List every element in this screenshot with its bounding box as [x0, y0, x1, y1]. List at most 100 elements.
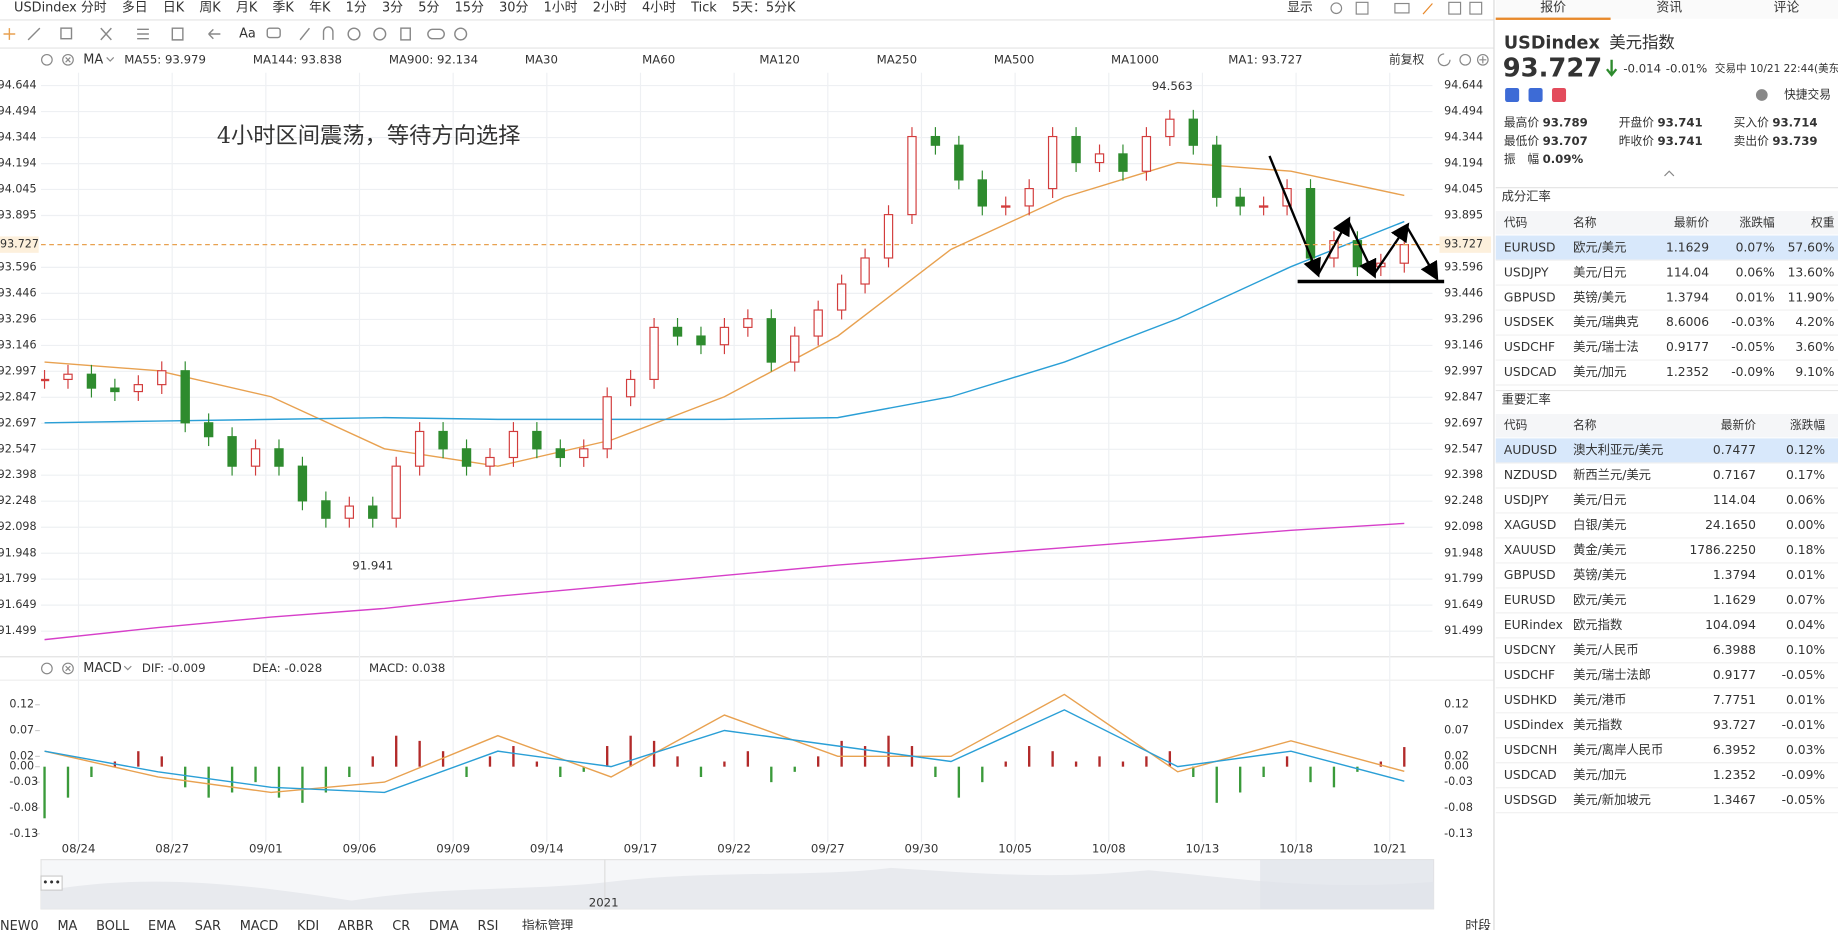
table-header-cell: 最新价 [1674, 215, 1709, 229]
table-cell[interactable]: USDCHF [1504, 340, 1555, 354]
indicator-tab[interactable]: MACD [240, 919, 279, 930]
table-cell[interactable]: 白银/美元 [1573, 517, 1626, 532]
period-button[interactable]: Tick [690, 1, 717, 16]
table-cell[interactable]: USDJPY [1504, 265, 1549, 279]
indicator-name[interactable]: MACD [83, 661, 122, 676]
table-cell: -0.05% [1731, 340, 1775, 354]
table-cell[interactable]: 美元/新加坡元 [1573, 792, 1651, 807]
stat-value: 93.741 [1657, 134, 1702, 148]
session-button[interactable]: 时段 [1465, 919, 1491, 930]
period-button[interactable]: 日K [163, 1, 185, 16]
macd-bar [1028, 746, 1031, 767]
period-button[interactable]: 多日 [122, 1, 148, 16]
indicator-tab[interactable]: SAR [195, 919, 221, 930]
period-button[interactable]: 30分 [499, 1, 528, 16]
table-cell[interactable]: 美元/离岸人民币 [1573, 742, 1663, 757]
indicator-tab[interactable]: NEW0 [0, 919, 39, 930]
table-cell[interactable]: USDSGD [1504, 793, 1557, 807]
candle [344, 505, 355, 519]
table-cell: -0.05% [1782, 793, 1826, 807]
table-cell[interactable]: 美元/日元 [1573, 265, 1626, 279]
indicator-tab[interactable]: RSI [478, 919, 499, 930]
table-cell[interactable]: NZDUSD [1504, 468, 1557, 482]
symbol-tab[interactable]: USDindex [14, 1, 77, 16]
indicator-tab[interactable]: DMA [429, 919, 459, 930]
table-cell[interactable]: 美元/瑞士法郎 [1573, 668, 1651, 682]
table-cell[interactable]: USDCAD [1504, 365, 1557, 379]
indicator-manage[interactable]: 指标管理 [522, 919, 574, 930]
table-cell[interactable]: USDCHF [1504, 668, 1555, 682]
table-cell[interactable]: USDindex [1504, 718, 1564, 732]
drawing-tools[interactable] [3, 26, 468, 41]
indicator-tab[interactable]: KDJ [297, 919, 319, 930]
navigator[interactable]: ••• [40, 859, 1435, 910]
panel-tab[interactable]: 资讯 [1656, 1, 1682, 16]
table-cell[interactable]: GBPUSD [1504, 290, 1556, 304]
table-cell[interactable]: 英镑/美元 [1573, 567, 1626, 582]
table-cell[interactable]: XAGUSD [1504, 518, 1556, 532]
indicator-tab[interactable]: ARBR [338, 919, 374, 930]
period-button[interactable]: 月K [236, 1, 258, 16]
macd-settings-icons[interactable] [41, 662, 132, 675]
table-cell[interactable]: 美元指数 [1573, 717, 1622, 732]
text-tool[interactable]: Aa [239, 27, 256, 42]
table-cell[interactable]: EURindex [1504, 618, 1563, 632]
panel-tab[interactable]: 报价 [1540, 1, 1566, 16]
quick-trade[interactable]: 快捷交易 [1784, 87, 1831, 101]
indicator-name[interactable]: MA [83, 52, 103, 67]
table-cell[interactable]: 欧元/美元 [1573, 240, 1626, 254]
table-cell[interactable]: 澳大利亚元/美元 [1573, 443, 1663, 457]
macd-bar [1403, 747, 1406, 767]
period-button[interactable]: 5分 [418, 1, 439, 16]
table-cell[interactable]: USDHKD [1504, 693, 1557, 707]
table-cell[interactable]: USDCNY [1504, 643, 1556, 657]
table-cell[interactable]: 美元/瑞士法 [1573, 340, 1639, 354]
candle [719, 326, 730, 346]
table-cell[interactable]: 欧元指数 [1573, 617, 1622, 632]
table-cell[interactable]: 黄金/美元 [1573, 542, 1626, 557]
table-cell[interactable]: USDJPY [1504, 493, 1549, 507]
period-button[interactable]: 分时 [81, 1, 107, 16]
table-cell[interactable]: EURUSD [1504, 240, 1556, 254]
table-cell[interactable]: USDCNH [1504, 743, 1557, 757]
panel-tab[interactable]: 评论 [1774, 1, 1800, 16]
period-button[interactable]: 3分 [382, 1, 403, 16]
table-cell[interactable]: AUDUSD [1504, 443, 1557, 457]
adjust-button[interactable]: 前复权 [1389, 52, 1424, 66]
table-cell[interactable]: 美元/日元 [1573, 493, 1626, 507]
period-button[interactable]: 1小时 [544, 1, 578, 16]
ma-settings-icons[interactable] [41, 53, 115, 66]
period-button[interactable]: 季K [273, 1, 295, 16]
period-button[interactable]: 15分 [455, 1, 484, 16]
table-cell[interactable]: EURUSD [1504, 593, 1556, 607]
period-button[interactable]: 4小时 [642, 1, 676, 16]
period-button[interactable]: 年K [309, 1, 331, 16]
table-cell[interactable]: 美元/瑞典克 [1573, 315, 1639, 329]
period-button[interactable]: 2小时 [593, 1, 627, 16]
table-cell[interactable]: USDSEK [1504, 315, 1555, 329]
table-cell[interactable]: 美元/加元 [1573, 365, 1626, 379]
display-menu[interactable]: 显示 [1287, 1, 1313, 16]
table-cell[interactable]: USDCAD [1504, 768, 1557, 782]
period-button[interactable]: 1分 [346, 1, 367, 16]
table-cell[interactable]: GBPUSD [1504, 568, 1556, 582]
candle [649, 326, 659, 381]
table-cell[interactable]: XAUUSD [1504, 543, 1556, 557]
indicator-tab[interactable]: MA [57, 919, 77, 930]
period-button[interactable]: 周K [199, 1, 221, 16]
table-cell[interactable]: 新西兰元/美元 [1573, 467, 1651, 482]
table-cell[interactable]: 美元/加元 [1573, 768, 1626, 782]
period-button[interactable]: 5天：5分K [732, 1, 796, 16]
table-cell[interactable]: 英镑/美元 [1573, 289, 1626, 304]
indicator-tab[interactable]: BOLL [96, 919, 130, 930]
quote-icons[interactable] [1505, 87, 1768, 103]
chart-corner-icons[interactable] [1437, 53, 1489, 67]
toolbar-icons[interactable] [1330, 1, 1483, 15]
macd-bar [324, 766, 328, 793]
table-cell[interactable]: 欧元/美元 [1573, 593, 1626, 607]
indicator-tab[interactable]: EMA [148, 919, 176, 930]
table-cell[interactable]: 美元/港币 [1573, 693, 1626, 707]
collapse-icon[interactable] [1664, 170, 1675, 177]
table-cell[interactable]: 美元/人民币 [1573, 643, 1639, 657]
indicator-tab[interactable]: CR [392, 919, 410, 930]
